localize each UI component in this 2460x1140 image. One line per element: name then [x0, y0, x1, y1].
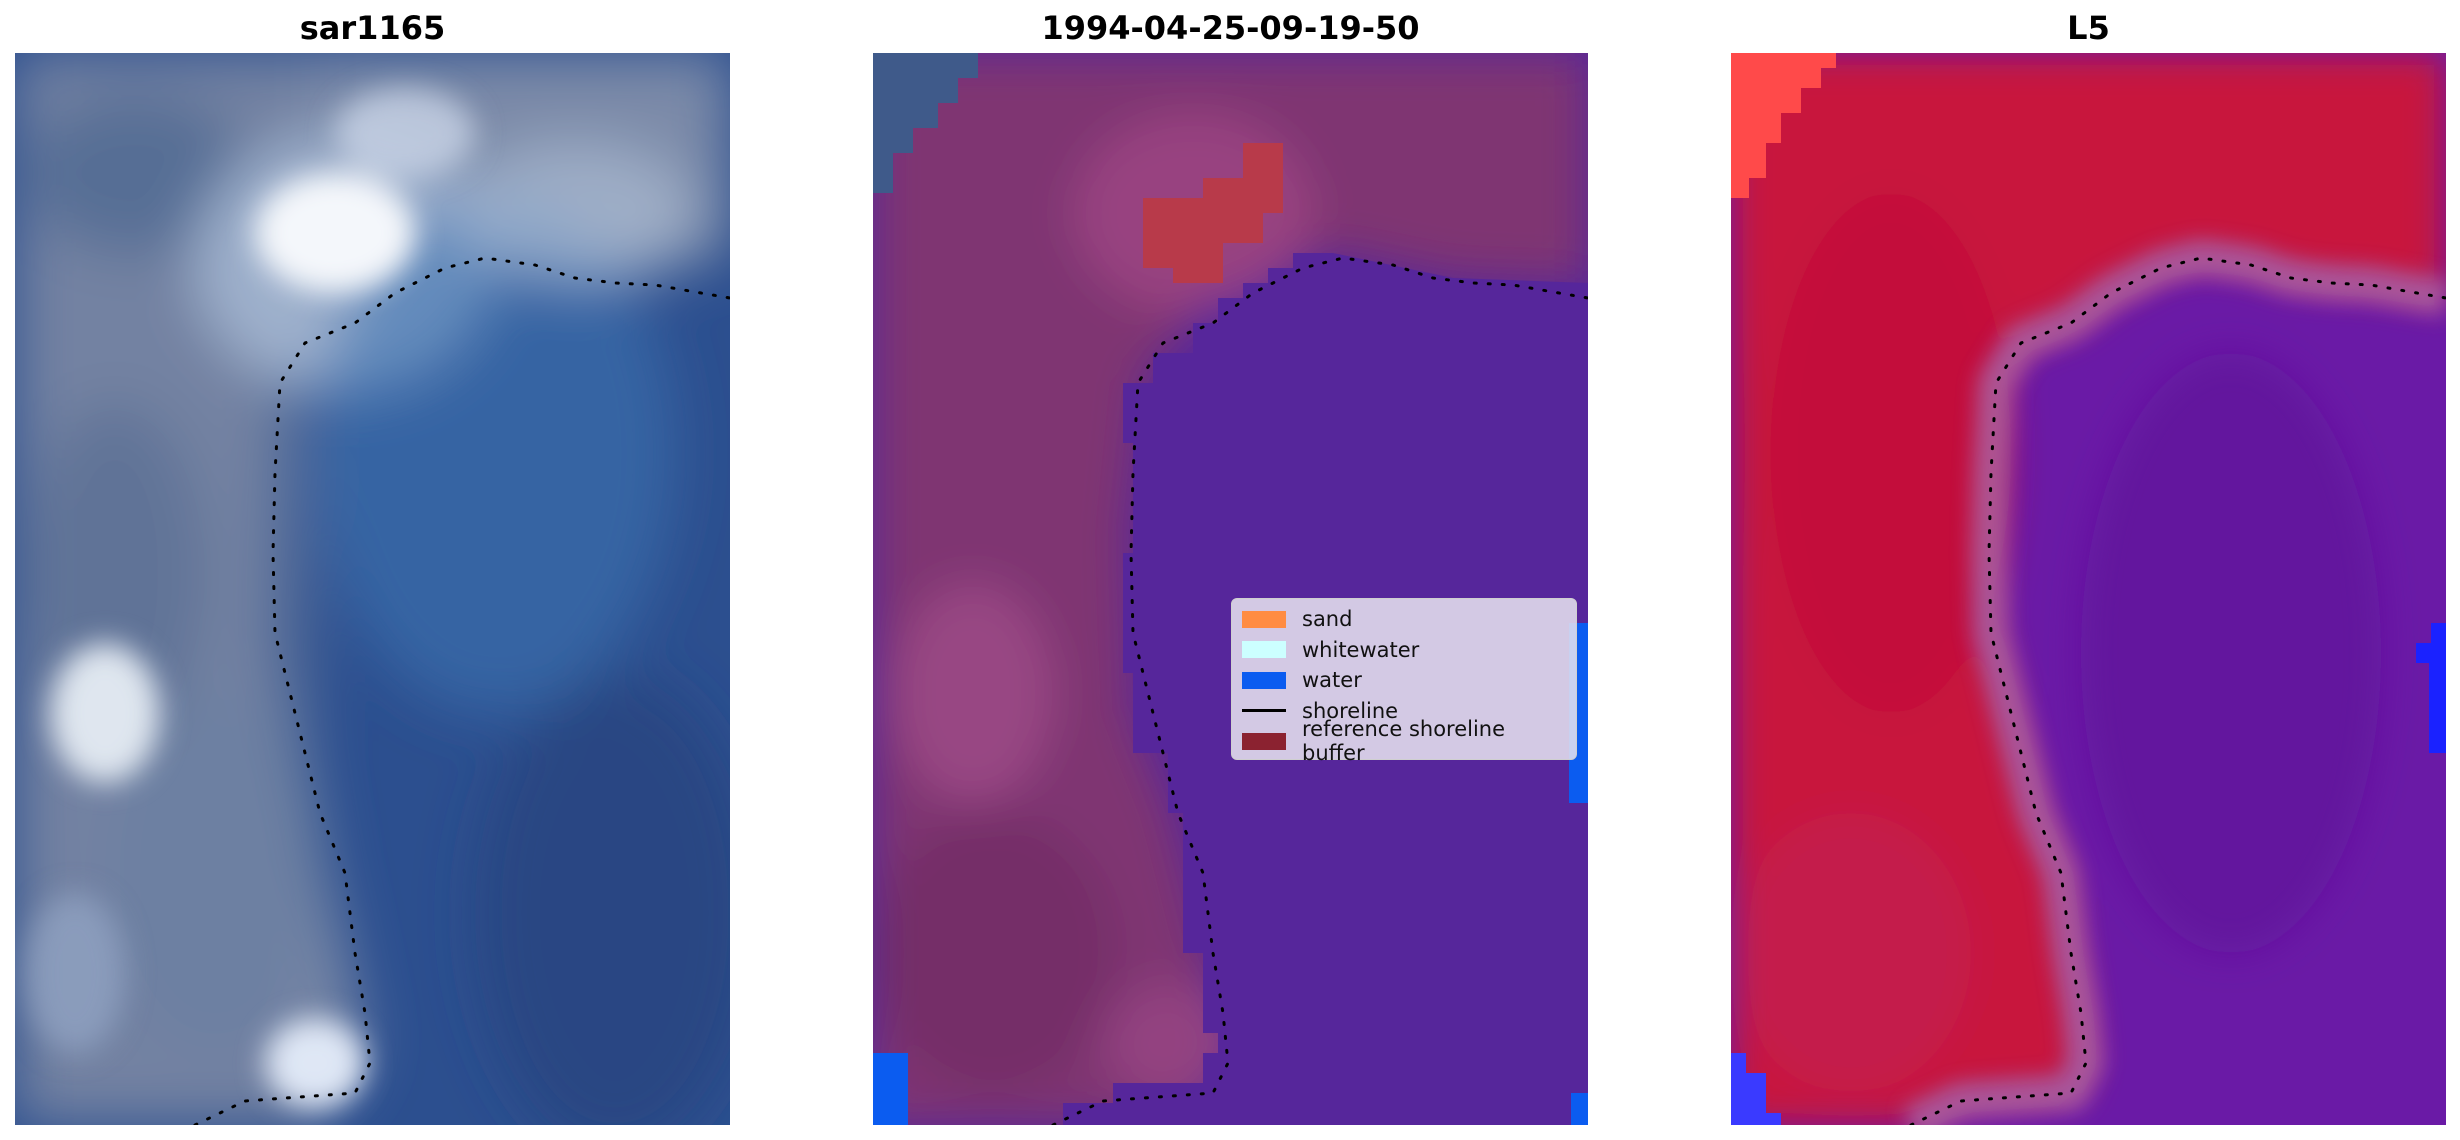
legend-item-whitewater: whitewater — [1242, 635, 1566, 666]
legend: sand whitewater water shoreline referenc… — [1231, 598, 1577, 765]
legend-swatch-reference-buffer — [1242, 732, 1286, 750]
panel-title-sar: sar1165 — [299, 9, 446, 47]
legend-swatch-water — [1242, 671, 1286, 689]
legend-item-shoreline: shoreline — [1242, 696, 1566, 727]
l5-index-panel — [1731, 53, 2446, 1125]
legend-item-sand: sand — [1242, 604, 1566, 635]
classification-panel — [873, 53, 1588, 1125]
legend-swatch-shoreline — [1242, 709, 1286, 713]
legend-item-reference-buffer: reference shoreline buffer — [1242, 717, 1566, 765]
panel-title-l5: L5 — [2067, 9, 2110, 47]
rgb-image — [15, 53, 730, 1125]
panel-title-date: 1994-04-25-09-19-50 — [1041, 9, 1420, 47]
legend-swatch-sand — [1242, 610, 1286, 628]
shoreline-line — [1909, 256, 2446, 1125]
shoreline-line — [193, 256, 730, 1125]
legend-item-water: water — [1242, 665, 1566, 696]
rgb-image-panel — [15, 53, 730, 1125]
classification-image — [873, 53, 1588, 1125]
legend-label-water: water — [1302, 668, 1362, 693]
legend-label-shoreline: shoreline — [1302, 698, 1399, 723]
legend-label-reference-buffer: reference shoreline buffer — [1302, 717, 1506, 766]
shoreline-line — [1051, 256, 1588, 1125]
legend-label-sand: sand — [1302, 607, 1353, 632]
l5-index-image — [1731, 53, 2446, 1125]
legend-swatch-whitewater — [1242, 641, 1286, 659]
legend-label-whitewater: whitewater — [1302, 637, 1420, 662]
